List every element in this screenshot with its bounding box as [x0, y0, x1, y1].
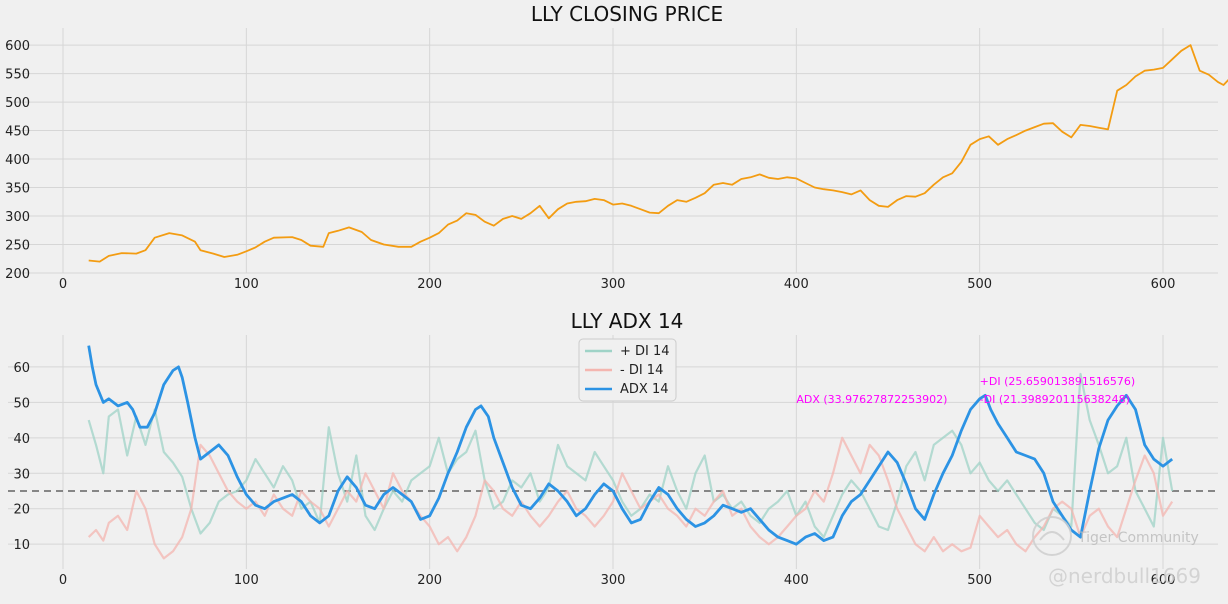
- adx-legend: + DI 14 - DI 14 ADX 14: [578, 338, 677, 402]
- price-chart: LLY CLOSING PRICE 0 100 200 300 400 500 600 200…: [5, 2, 1228, 292]
- x-tick-label: 0: [59, 573, 67, 588]
- x-tick-label: 300: [601, 573, 626, 588]
- adx-tick-labels: 0 100 200 300 400 500 600 10 20 30 40 50 60: [13, 361, 1175, 588]
- series-line-adx-14: [87, 345, 1174, 546]
- x-tick-label: 600: [1151, 277, 1176, 292]
- tiger-logo-icon: [1032, 516, 1072, 556]
- series-line-close: [88, 44, 1228, 263]
- watermark-brand: Tiger Community: [1077, 530, 1199, 546]
- x-tick-label: 100: [234, 573, 259, 588]
- watermark-handle: @nerdbull1669: [1048, 564, 1201, 588]
- y-tick-label: 400: [5, 153, 30, 168]
- x-tick-label: 500: [967, 277, 992, 292]
- y-tick-label: 20: [13, 503, 30, 518]
- y-tick-label: 450: [5, 125, 30, 140]
- y-tick-label: 250: [5, 239, 30, 254]
- y-tick-label: 500: [5, 96, 30, 111]
- x-tick-label: 200: [417, 277, 442, 292]
- x-tick-label: 500: [967, 573, 992, 588]
- watermark: Tiger Community @nerdbull1669: [1032, 516, 1201, 588]
- annotation-label: -DI (21.398920115638248): [980, 393, 1130, 406]
- x-tick-label: 300: [601, 277, 626, 292]
- y-tick-label: 550: [5, 68, 30, 83]
- legend-label-minus-di: - DI 14: [620, 363, 663, 378]
- legend-box: [578, 338, 677, 402]
- price-series: [88, 44, 1228, 263]
- y-tick-label: 300: [5, 210, 30, 225]
- series-line--di-14: [87, 372, 1174, 539]
- x-tick-label: 600: [1151, 573, 1176, 588]
- x-tick-label: 0: [59, 277, 67, 292]
- adx-chart: LLY ADX 14 0 100 200 300 400 500 600 10 20 30 40 50…: [8, 309, 1218, 588]
- y-tick-label: 40: [13, 432, 30, 447]
- y-tick-label: 200: [5, 267, 30, 282]
- y-tick-label: 30: [13, 467, 30, 482]
- price-chart-title: LLY CLOSING PRICE: [531, 2, 723, 26]
- legend-label-adx: ADX 14: [620, 382, 668, 397]
- adx-series: [8, 345, 1218, 560]
- price-tick-labels: 0 100 200 300 400 500 600 200 250 300 350 400 450 500…: [5, 39, 1175, 292]
- adx-chart-title: LLY ADX 14: [571, 309, 684, 333]
- series-line--di-14: [87, 436, 1174, 560]
- legend-label-plus-di: + DI 14: [620, 344, 670, 359]
- y-tick-label: 10: [13, 538, 30, 553]
- x-tick-label: 100: [234, 277, 259, 292]
- x-tick-label: 200: [417, 573, 442, 588]
- adx-annotations: ADX (33.97627872253902) +DI (25.659013891…: [796, 375, 1135, 406]
- y-tick-label: 60: [13, 361, 30, 376]
- annotation-label: ADX (33.97627872253902): [796, 393, 947, 406]
- adx-grid: [8, 335, 1218, 569]
- price-grid: [8, 28, 1218, 274]
- x-tick-label: 400: [784, 573, 809, 588]
- y-tick-label: 350: [5, 182, 30, 197]
- x-tick-label: 400: [784, 277, 809, 292]
- annotation-label: +DI (25.659013891516576): [980, 375, 1135, 388]
- y-tick-label: 600: [5, 39, 30, 54]
- y-tick-label: 50: [13, 396, 30, 411]
